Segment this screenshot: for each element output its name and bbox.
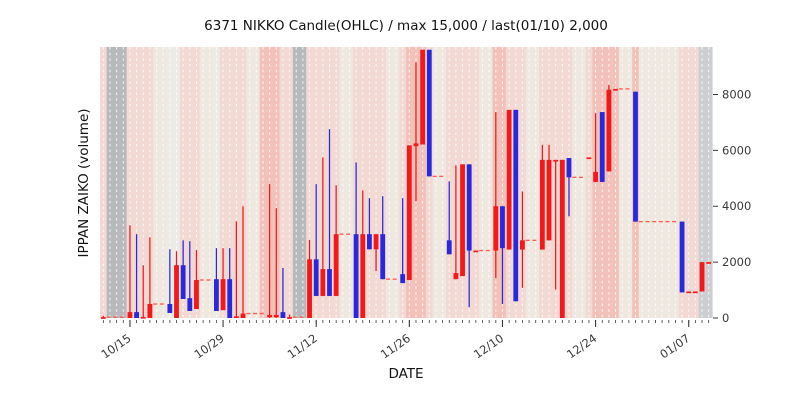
svg-text:6000: 6000: [722, 143, 751, 157]
svg-text:8000: 8000: [722, 87, 751, 101]
svg-text:01/07: 01/07: [657, 331, 692, 361]
y-axis-label: IPPAN ZAIKO (volume): [76, 108, 92, 258]
svg-text:2000: 2000: [722, 255, 751, 269]
svg-text:0: 0: [722, 311, 729, 325]
svg-text:10/15: 10/15: [98, 331, 133, 361]
svg-text:11/26: 11/26: [378, 331, 413, 361]
x-axis-label: DATE: [388, 366, 424, 382]
svg-text:10/29: 10/29: [192, 331, 227, 361]
svg-text:12/10: 12/10: [471, 331, 506, 361]
chart-title: 6371 NIKKO Candle(OHLC) / max 15,000 / l…: [204, 18, 608, 34]
svg-text:12/24: 12/24: [564, 331, 599, 361]
svg-text:4000: 4000: [722, 199, 751, 213]
svg-text:11/12: 11/12: [285, 331, 320, 361]
